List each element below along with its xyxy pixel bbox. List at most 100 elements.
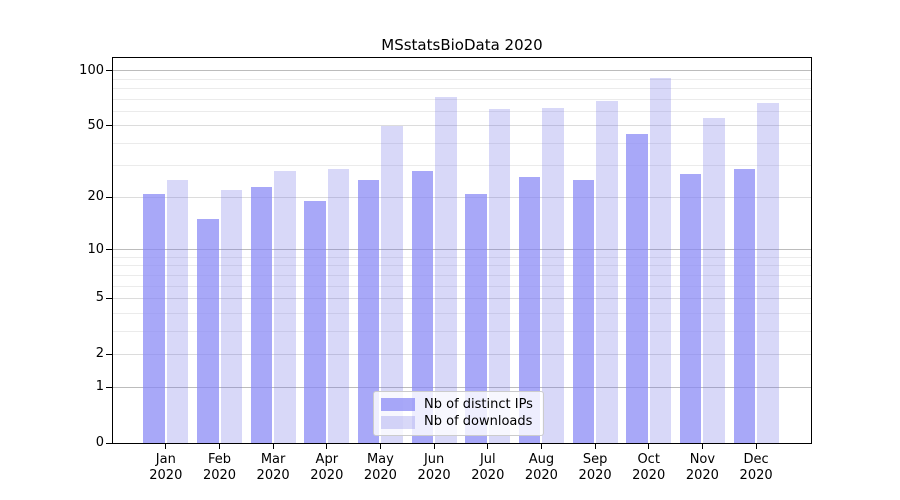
- gridline-major: [113, 297, 811, 299]
- x-tick-label: Jun 2020: [407, 452, 461, 483]
- x-tick-year: 2020: [256, 467, 290, 483]
- x-tick-label: Sep 2020: [568, 452, 622, 483]
- bar-distinct-ips-dec: [733, 168, 756, 443]
- x-tick-year: 2020: [632, 467, 666, 483]
- x-tick-mark: [379, 443, 381, 449]
- x-tick-mark: [594, 443, 596, 449]
- x-tick-month: Jun: [423, 452, 445, 467]
- gridline-decade: [113, 386, 811, 388]
- x-tick-month: Mar: [260, 452, 286, 467]
- legend: Nb of distinct IPs Nb of downloads: [373, 391, 544, 436]
- x-tick-month: Jan: [155, 452, 176, 467]
- x-tick-label: Apr 2020: [300, 452, 354, 483]
- gridline-minor: [113, 256, 811, 258]
- y-tick-label: 5: [95, 290, 104, 306]
- bar-downloads-jun: [435, 96, 457, 443]
- bar-distinct-ips-oct: [626, 134, 648, 443]
- x-tick-mark: [540, 443, 542, 449]
- bar-downloads-may: [381, 125, 403, 443]
- y-tick-label: 100: [79, 62, 104, 78]
- y-tick-label: 0: [95, 435, 104, 450]
- legend-row: Nb of downloads: [381, 414, 536, 430]
- y-tick-mark: [106, 442, 113, 444]
- x-tick-mark: [487, 443, 489, 449]
- bar-downloads-dec: [757, 102, 779, 443]
- bar-downloads-jan: [166, 180, 189, 443]
- y-tick-mark: [106, 249, 113, 251]
- gridline-major: [113, 353, 811, 355]
- x-tick-month: Dec: [743, 452, 769, 467]
- legend-label-distinct-ips: Nb of distinct IPs: [424, 396, 533, 412]
- x-tick-year: 2020: [578, 467, 612, 483]
- x-tick-year: 2020: [202, 467, 237, 483]
- bar-downloads-mar: [274, 171, 296, 443]
- gridline-minor: [113, 110, 811, 112]
- gridline-decade: [113, 249, 811, 251]
- bar-downloads-jul: [488, 108, 511, 443]
- y-tick-mark: [106, 386, 113, 388]
- y-axis-ticks: [106, 58, 113, 444]
- x-tick-mark: [165, 443, 167, 449]
- x-tick-month: Oct: [637, 452, 660, 467]
- y-tick-label: 2: [95, 346, 104, 362]
- x-tick-month: Feb: [207, 452, 232, 467]
- grid-layer: [113, 58, 811, 443]
- x-tick-month: Aug: [528, 452, 555, 467]
- y-axis: 0 1 2 5 10 20 50 100: [0, 58, 104, 450]
- gridline-minor: [113, 285, 811, 287]
- x-tick-year: 2020: [471, 467, 505, 483]
- x-tick-year: 2020: [310, 467, 344, 483]
- x-tick-label: Jan 2020: [139, 452, 193, 483]
- bar-downloads-oct: [649, 78, 672, 443]
- gridline-minor: [113, 274, 811, 276]
- x-tick-year: 2020: [149, 467, 183, 483]
- x-tick-year: 2020: [524, 467, 558, 483]
- x-tick-month: Jul: [479, 452, 496, 467]
- bar-downloads-nov: [703, 118, 725, 443]
- legend-row: Nb of distinct IPs: [381, 397, 536, 413]
- y-tick-label: 1: [95, 379, 104, 395]
- x-tick-label: May 2020: [353, 452, 407, 483]
- y-tick-label: 10: [87, 241, 104, 257]
- gridline-minor: [113, 142, 811, 144]
- chart-title: MSstatsBioData 2020: [381, 36, 543, 54]
- x-tick-label: Dec 2020: [729, 452, 783, 483]
- y-tick-mark: [106, 353, 113, 355]
- bar-downloads-feb: [220, 190, 242, 443]
- x-tick-mark: [219, 443, 220, 449]
- bar-distinct-ips-may: [357, 180, 380, 443]
- bar-distinct-ips-jul: [465, 193, 487, 443]
- x-tick-mark: [701, 443, 703, 449]
- gridline-minor: [113, 98, 811, 100]
- x-tick-month: Nov: [689, 452, 716, 467]
- x-tick-mark: [648, 443, 650, 449]
- x-tick-month: Sep: [582, 452, 608, 467]
- gridline-decade: [113, 70, 811, 72]
- bar-distinct-ips-sep: [572, 180, 595, 443]
- x-tick-mark: [433, 443, 435, 449]
- legend-swatch-downloads: [381, 415, 415, 429]
- x-tick-month: Apr: [315, 452, 339, 467]
- x-tick-month: May: [366, 452, 394, 467]
- bar-distinct-ips-mar: [250, 186, 273, 443]
- bar-distinct-ips-jan: [143, 193, 165, 443]
- bar-downloads-apr: [327, 168, 350, 443]
- x-tick-year: 2020: [417, 467, 451, 483]
- bar-downloads-aug: [542, 107, 564, 443]
- x-tick-mark: [326, 443, 328, 449]
- x-tick-label: Feb 2020: [193, 452, 247, 483]
- y-tick-mark: [106, 297, 113, 299]
- bar-distinct-ips-feb: [197, 219, 219, 443]
- x-tick-label: Mar 2020: [246, 452, 300, 483]
- legend-label-downloads: Nb of downloads: [424, 414, 533, 430]
- x-tick-label: Aug 2020: [514, 452, 568, 483]
- gridline-major: [113, 196, 811, 198]
- legend-swatch-distinct-ips: [381, 398, 415, 412]
- gridline-minor: [113, 265, 811, 267]
- gridline-major: [113, 125, 811, 127]
- x-tick-year: 2020: [363, 467, 397, 483]
- x-axis: Jan 2020 Feb 2020 Mar 2020 Apr 2020 May 2020 Jun 20…: [113, 443, 811, 499]
- x-tick-mark: [755, 443, 757, 449]
- gridline-minor: [113, 330, 811, 332]
